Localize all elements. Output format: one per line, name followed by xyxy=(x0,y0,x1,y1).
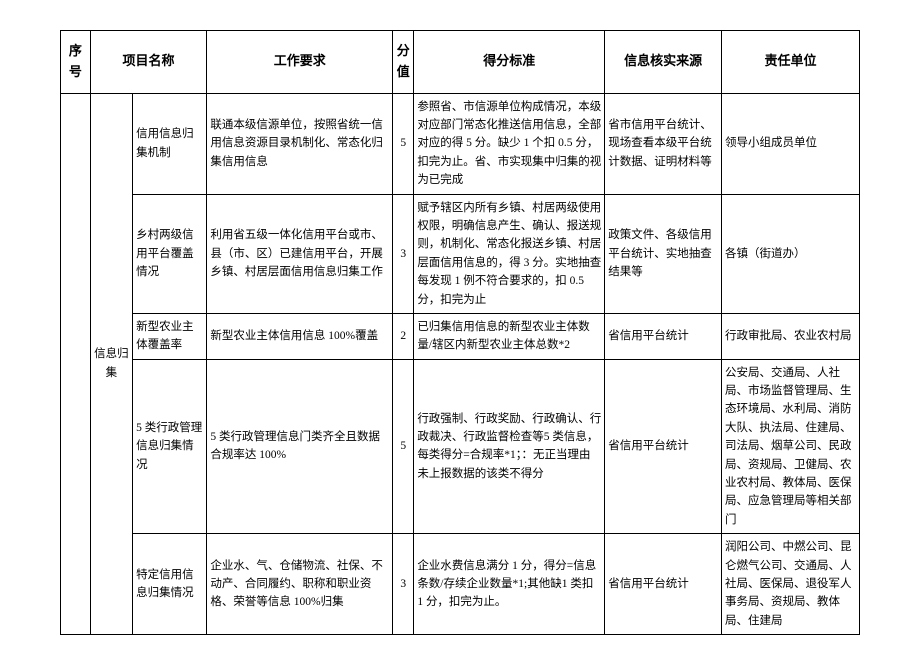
cell-project: 乡村两级信用平台覆盖情况 xyxy=(133,194,207,313)
cell-requirement: 利用省五级一体化信用平台或市、县（市、区）已建信用平台，开展乡镇、村居层面信用信… xyxy=(207,194,393,313)
header-standard: 得分标准 xyxy=(414,31,605,94)
table-row: 信息归集 信用信息归集机制 联通本级信源单位，按照省统一信用信息资源目录机制化、… xyxy=(61,93,860,194)
cell-responsible: 公安局、交通局、人社局、市场监督管理局、生态环境局、水利局、消防大队、执法局、住… xyxy=(722,359,860,534)
cell-score: 3 xyxy=(393,194,414,313)
header-score: 分值 xyxy=(393,31,414,94)
cell-category: 信息归集 xyxy=(90,93,132,635)
cell-standard: 企业水费信息满分 1 分，得分=信息条数/存续企业数量*1;其他缺1 类扣 1 … xyxy=(414,534,605,635)
cell-requirement: 5 类行政管理信息门类齐全且数据合规率达 100% xyxy=(207,359,393,534)
cell-standard: 行政强制、行政奖励、行政确认、行政裁决、行政监督检查等5 类信息，每类得分=合规… xyxy=(414,359,605,534)
cell-requirement: 联通本级信源单位，按照省统一信用信息资源目录机制化、常态化归集信用信息 xyxy=(207,93,393,194)
cell-source: 省信用平台统计 xyxy=(605,313,722,359)
cell-responsible: 行政审批局、农业农村局 xyxy=(722,313,860,359)
cell-source: 省信用平台统计 xyxy=(605,534,722,635)
header-requirement: 工作要求 xyxy=(207,31,393,94)
cell-project: 5 类行政管理信息归集情况 xyxy=(133,359,207,534)
cell-source: 省市信用平台统计、现场查看本级平台统计数据、证明材料等 xyxy=(605,93,722,194)
table-row: 乡村两级信用平台覆盖情况 利用省五级一体化信用平台或市、县（市、区）已建信用平台… xyxy=(61,194,860,313)
cell-score: 3 xyxy=(393,534,414,635)
cell-project: 信用信息归集机制 xyxy=(133,93,207,194)
cell-project: 特定信用信息归集情况 xyxy=(133,534,207,635)
cell-source: 省信用平台统计 xyxy=(605,359,722,534)
cell-seq xyxy=(61,93,91,635)
cell-responsible: 领导小组成员单位 xyxy=(722,93,860,194)
cell-responsible: 润阳公司、中燃公司、昆仑燃气公司、交通局、人社局、医保局、退役军人事务局、资规局… xyxy=(722,534,860,635)
cell-standard: 赋予辖区内所有乡镇、村居两级使用权限，明确信息产生、确认、报送规则，机制化、常态… xyxy=(414,194,605,313)
cell-standard: 参照省、市信源单位构成情况，本级对应部门常态化推送信用信息，全部对应的得 5 分… xyxy=(414,93,605,194)
cell-requirement: 新型农业主体信用信息 100%覆盖 xyxy=(207,313,393,359)
table-row: 5 类行政管理信息归集情况 5 类行政管理信息门类齐全且数据合规率达 100% … xyxy=(61,359,860,534)
cell-standard: 已归集信用信息的新型农业主体数量/辖区内新型农业主体总数*2 xyxy=(414,313,605,359)
header-responsible: 责任单位 xyxy=(722,31,860,94)
cell-project: 新型农业主体覆盖率 xyxy=(133,313,207,359)
header-row: 序号 项目名称 工作要求 分值 得分标准 信息核实来源 责任单位 xyxy=(61,31,860,94)
cell-score: 2 xyxy=(393,313,414,359)
header-source: 信息核实来源 xyxy=(605,31,722,94)
table-row: 特定信用信息归集情况 企业水、气、仓储物流、社保、不动产、合同履约、职称和职业资… xyxy=(61,534,860,635)
evaluation-table: 序号 项目名称 工作要求 分值 得分标准 信息核实来源 责任单位 信息归集 信用… xyxy=(60,30,860,635)
cell-source: 政策文件、各级信用平台统计、实地抽查结果等 xyxy=(605,194,722,313)
cell-responsible: 各镇（街道办） xyxy=(722,194,860,313)
header-seq: 序号 xyxy=(61,31,91,94)
cell-requirement: 企业水、气、仓储物流、社保、不动产、合同履约、职称和职业资格、荣誉等信息 100… xyxy=(207,534,393,635)
cell-score: 5 xyxy=(393,93,414,194)
cell-score: 5 xyxy=(393,359,414,534)
table-row: 新型农业主体覆盖率 新型农业主体信用信息 100%覆盖 2 已归集信用信息的新型… xyxy=(61,313,860,359)
header-project: 项目名称 xyxy=(90,31,207,94)
